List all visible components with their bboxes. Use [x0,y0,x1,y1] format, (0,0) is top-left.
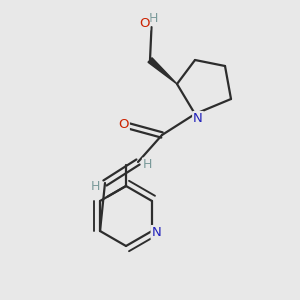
Text: H: H [143,158,152,172]
Text: N: N [152,226,161,239]
Text: H: H [91,179,100,193]
Text: O: O [139,17,149,30]
Polygon shape [148,58,177,84]
Text: O: O [118,118,129,131]
Text: N: N [193,112,203,125]
Text: H: H [148,12,158,25]
